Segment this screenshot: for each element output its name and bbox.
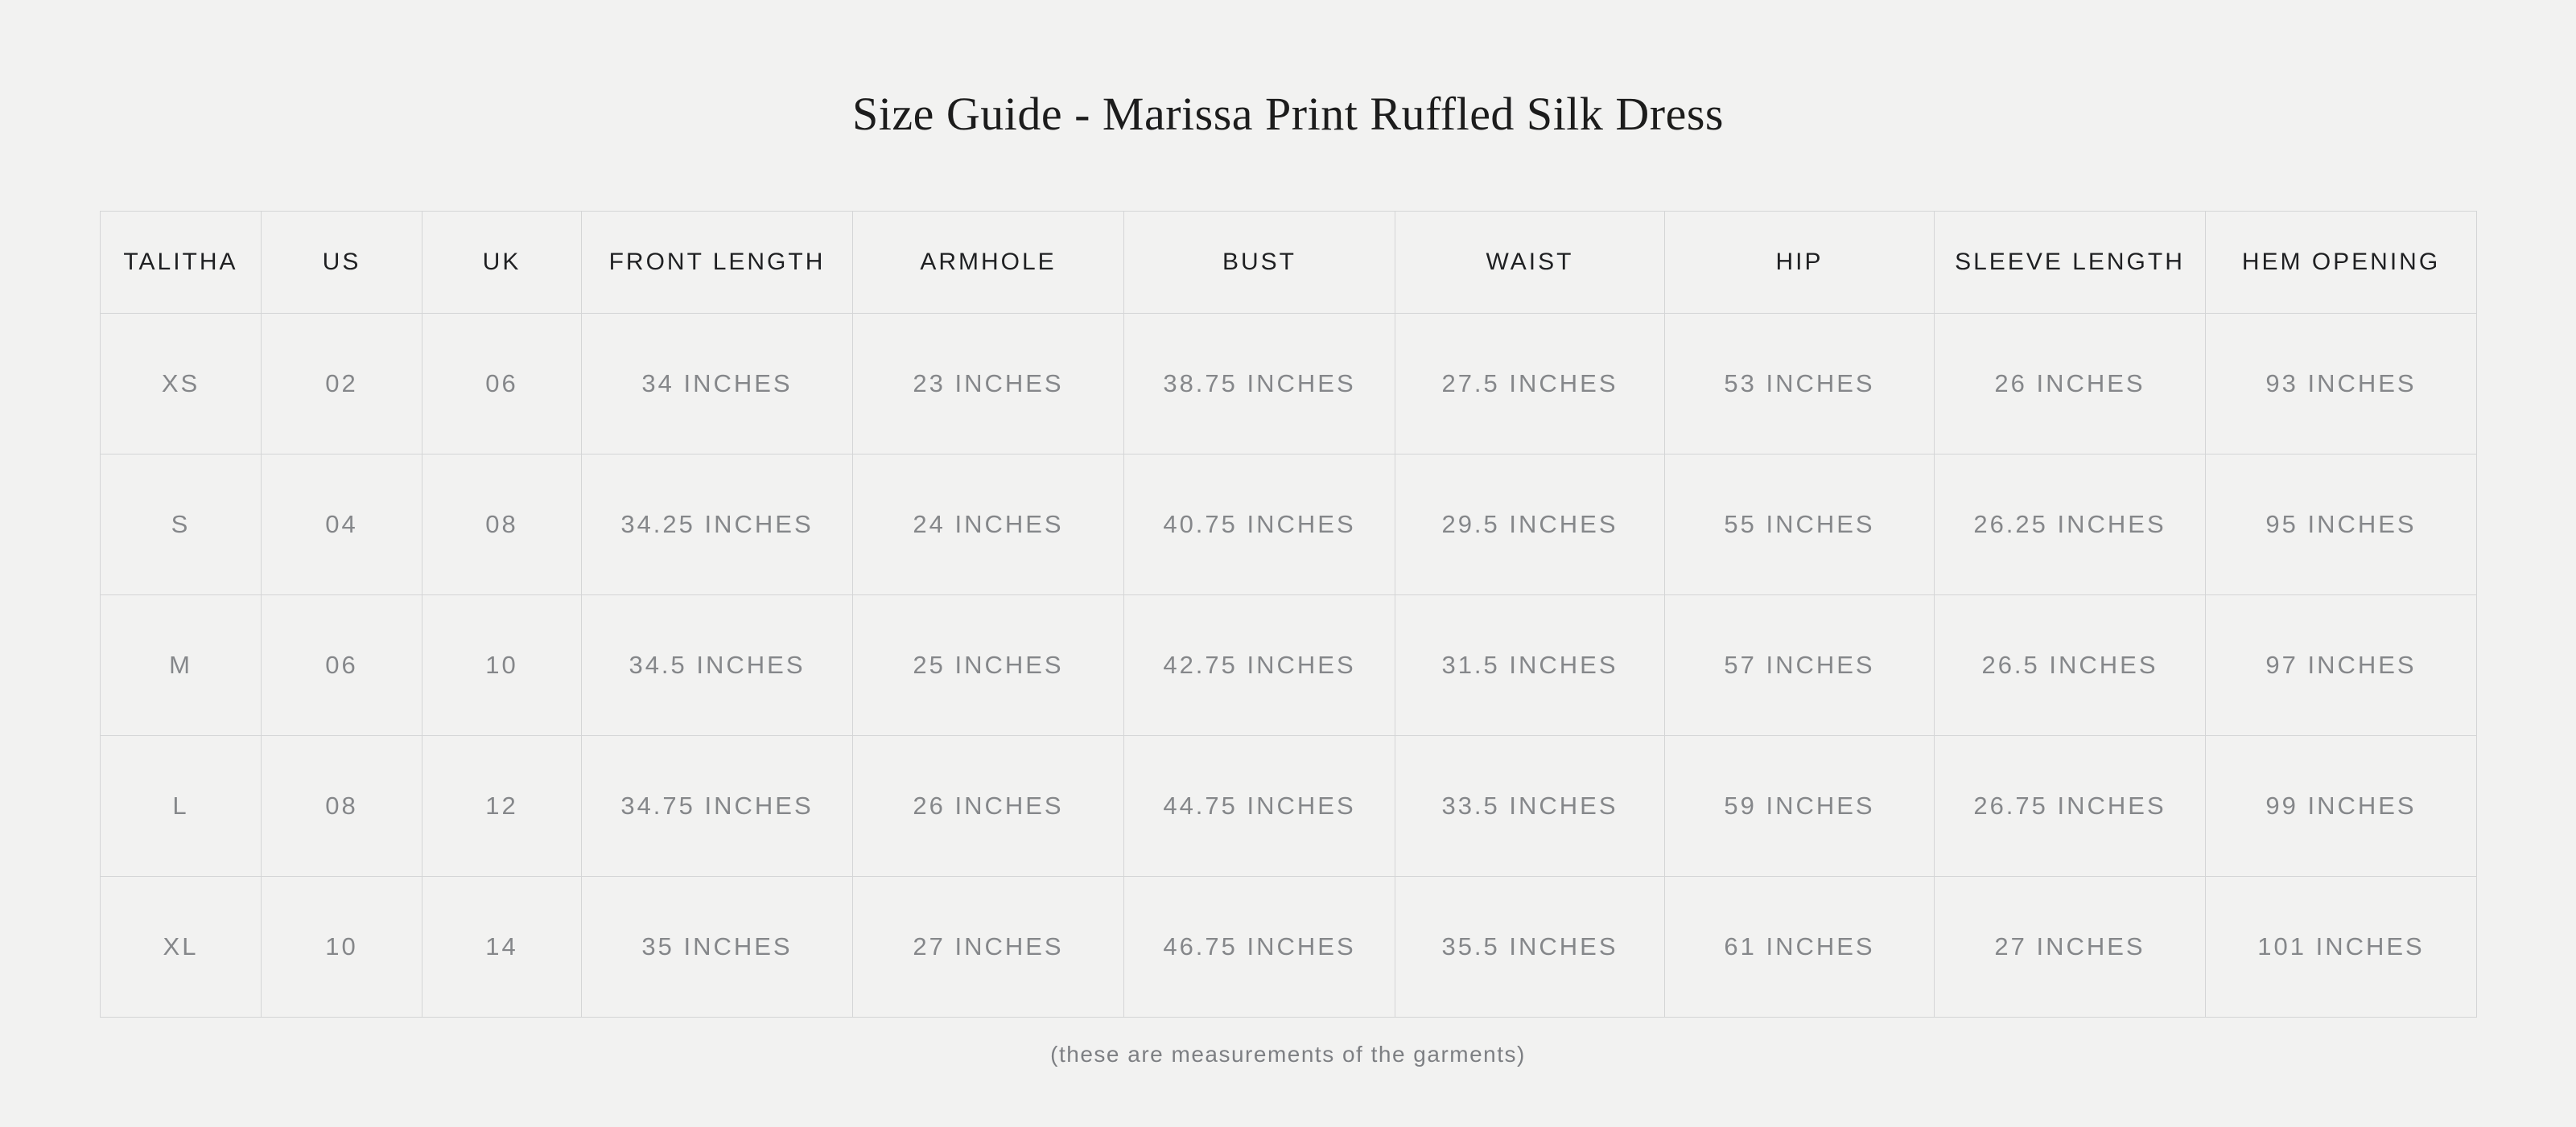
- size-label-cell: XL: [100, 876, 262, 1018]
- cell-xs-waist: 27.5 INCHES: [1395, 313, 1665, 455]
- cell-m-hip: 57 INCHES: [1664, 594, 1935, 736]
- cell-xl-us: 10: [261, 876, 422, 1018]
- size-row-l: L 08 12 34.75 INCHES 26 INCHES 44.75 INCHES 33…: [100, 735, 2477, 877]
- cell-l-front-length: 34.75 INCHES: [581, 735, 853, 877]
- size-row-xs: XS 02 06 34 INCHES 23 INCHES 38.75 INCHES 27.5…: [100, 313, 2477, 455]
- size-guide-table-container: TALITHA US UK FRONT LENGTH ARMHOLE BUST WAIST H…: [100, 211, 2477, 1018]
- cell-m-armhole: 25 INCHES: [852, 594, 1124, 736]
- size-row-m: M 06 10 34.5 INCHES 25 INCHES 42.75 INCHES 31.…: [100, 594, 2477, 736]
- column-header-armhole: ARMHOLE: [852, 211, 1124, 314]
- cell-m-uk: 10: [422, 594, 582, 736]
- column-header-hip: HIP: [1664, 211, 1935, 314]
- cell-l-armhole: 26 INCHES: [852, 735, 1124, 877]
- cell-l-bust: 44.75 INCHES: [1123, 735, 1395, 877]
- measurements-note: (these are measurements of the garments): [1050, 1042, 1526, 1067]
- size-guide-table: TALITHA US UK FRONT LENGTH ARMHOLE BUST WAIST H…: [100, 211, 2477, 1018]
- cell-l-waist: 33.5 INCHES: [1395, 735, 1665, 877]
- cell-xs-armhole: 23 INCHES: [852, 313, 1124, 455]
- column-header-bust: BUST: [1123, 211, 1395, 314]
- cell-xs-hip: 53 INCHES: [1664, 313, 1935, 455]
- cell-l-sleeve-length: 26.75 INCHES: [1934, 735, 2206, 877]
- cell-xl-hem-opening: 101 INCHES: [2205, 876, 2477, 1018]
- column-header-uk: UK: [422, 211, 582, 314]
- cell-xl-front-length: 35 INCHES: [581, 876, 853, 1018]
- cell-l-us: 08: [261, 735, 422, 877]
- cell-s-sleeve-length: 26.25 INCHES: [1934, 454, 2206, 595]
- cell-l-uk: 12: [422, 735, 582, 877]
- column-header-us: US: [261, 211, 422, 314]
- cell-s-us: 04: [261, 454, 422, 595]
- column-header-talitha: TALITHA: [100, 211, 262, 314]
- cell-s-bust: 40.75 INCHES: [1123, 454, 1395, 595]
- cell-xs-uk: 06: [422, 313, 582, 455]
- cell-xl-sleeve-length: 27 INCHES: [1934, 876, 2206, 1018]
- cell-xl-bust: 46.75 INCHES: [1123, 876, 1395, 1018]
- column-header-sleeve-length: SLEEVE LENGTH: [1934, 211, 2206, 314]
- size-row-xl: XL 10 14 35 INCHES 27 INCHES 46.75 INCHES 35.5…: [100, 876, 2477, 1018]
- cell-m-waist: 31.5 INCHES: [1395, 594, 1665, 736]
- cell-l-hem-opening: 99 INCHES: [2205, 735, 2477, 877]
- cell-s-armhole: 24 INCHES: [852, 454, 1124, 595]
- page-title: Size Guide - Marissa Print Ruffled Silk …: [851, 88, 1725, 140]
- cell-m-hem-opening: 97 INCHES: [2205, 594, 2477, 736]
- size-label-cell: S: [100, 454, 262, 595]
- column-header-front-length: FRONT LENGTH: [581, 211, 853, 314]
- cell-xl-uk: 14: [422, 876, 582, 1018]
- cell-s-front-length: 34.25 INCHES: [581, 454, 853, 595]
- cell-s-waist: 29.5 INCHES: [1395, 454, 1665, 595]
- cell-m-bust: 42.75 INCHES: [1123, 594, 1395, 736]
- size-label-cell: L: [100, 735, 262, 877]
- cell-xs-hem-opening: 93 INCHES: [2205, 313, 2477, 455]
- cell-m-us: 06: [261, 594, 422, 736]
- cell-xs-us: 02: [261, 313, 422, 455]
- cell-l-hip: 59 INCHES: [1664, 735, 1935, 877]
- cell-xl-waist: 35.5 INCHES: [1395, 876, 1665, 1018]
- cell-s-hem-opening: 95 INCHES: [2205, 454, 2477, 595]
- size-label-cell: XS: [100, 313, 262, 455]
- cell-xl-hip: 61 INCHES: [1664, 876, 1935, 1018]
- column-header-waist: WAIST: [1395, 211, 1665, 314]
- cell-xs-bust: 38.75 INCHES: [1123, 313, 1395, 455]
- size-row-s: S 04 08 34.25 INCHES 24 INCHES 40.75 INCHES 29…: [100, 454, 2477, 595]
- cell-xs-sleeve-length: 26 INCHES: [1934, 313, 2206, 455]
- cell-xs-front-length: 34 INCHES: [581, 313, 853, 455]
- cell-xl-armhole: 27 INCHES: [852, 876, 1124, 1018]
- column-header-hem-opening: HEM OPENING: [2205, 211, 2477, 314]
- cell-s-uk: 08: [422, 454, 582, 595]
- cell-s-hip: 55 INCHES: [1664, 454, 1935, 595]
- size-label-cell: M: [100, 594, 262, 736]
- cell-m-sleeve-length: 26.5 INCHES: [1934, 594, 2206, 736]
- header-row: TALITHA US UK FRONT LENGTH ARMHOLE BUST WAIST H…: [100, 211, 2477, 314]
- cell-m-front-length: 34.5 INCHES: [581, 594, 853, 736]
